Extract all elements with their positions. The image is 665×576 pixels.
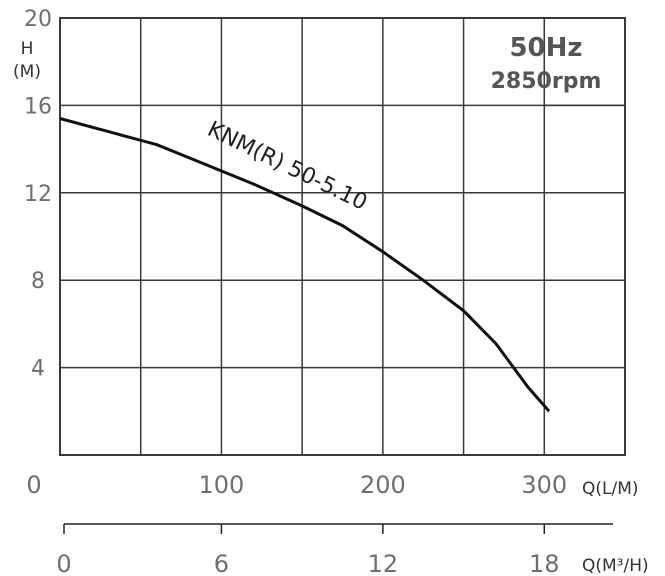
x-axis-label-secondary: Q(M³/H)	[582, 556, 649, 576]
y-tick-label: 16	[24, 94, 52, 119]
y-tick-label: 4	[31, 357, 45, 382]
info-box	[546, 20, 623, 105]
secondary-x-axis	[63, 523, 613, 534]
x-tick-labels-secondary: 0 6 12 18	[56, 550, 559, 576]
x-tick-label-secondary: 18	[529, 550, 560, 576]
y-axis-label-h: H	[21, 39, 34, 59]
y-tick-labels: 4 8 12 16 20	[24, 7, 52, 382]
x-tick-label-primary: 200	[360, 471, 406, 499]
x-tick-label-primary: 100	[199, 471, 245, 499]
curve-label: KNM(R) 50-5.10	[203, 117, 371, 216]
y-tick-label: 8	[31, 269, 45, 294]
y-tick-label: 12	[24, 182, 52, 207]
x-axis-label-primary: Q(L/M)	[582, 479, 639, 499]
x-tick-label-primary: 300	[521, 471, 567, 499]
x-tick-label-secondary: 6	[214, 550, 229, 576]
x-tick-label-secondary: 12	[368, 550, 399, 576]
plot-frame	[59, 17, 626, 456]
x-tick-label-secondary: 0	[56, 550, 71, 576]
x-tick-label-primary: 0	[26, 471, 41, 499]
speed-label: 2850rpm	[491, 69, 602, 94]
head-flow-curve	[59, 117, 551, 413]
frequency-label: 50Hz	[509, 33, 582, 63]
y-tick-label: 20	[24, 7, 52, 32]
y-axis-label-unit: (M)	[13, 62, 41, 82]
x-tick-labels-primary: 0 100 200 300	[26, 471, 567, 499]
